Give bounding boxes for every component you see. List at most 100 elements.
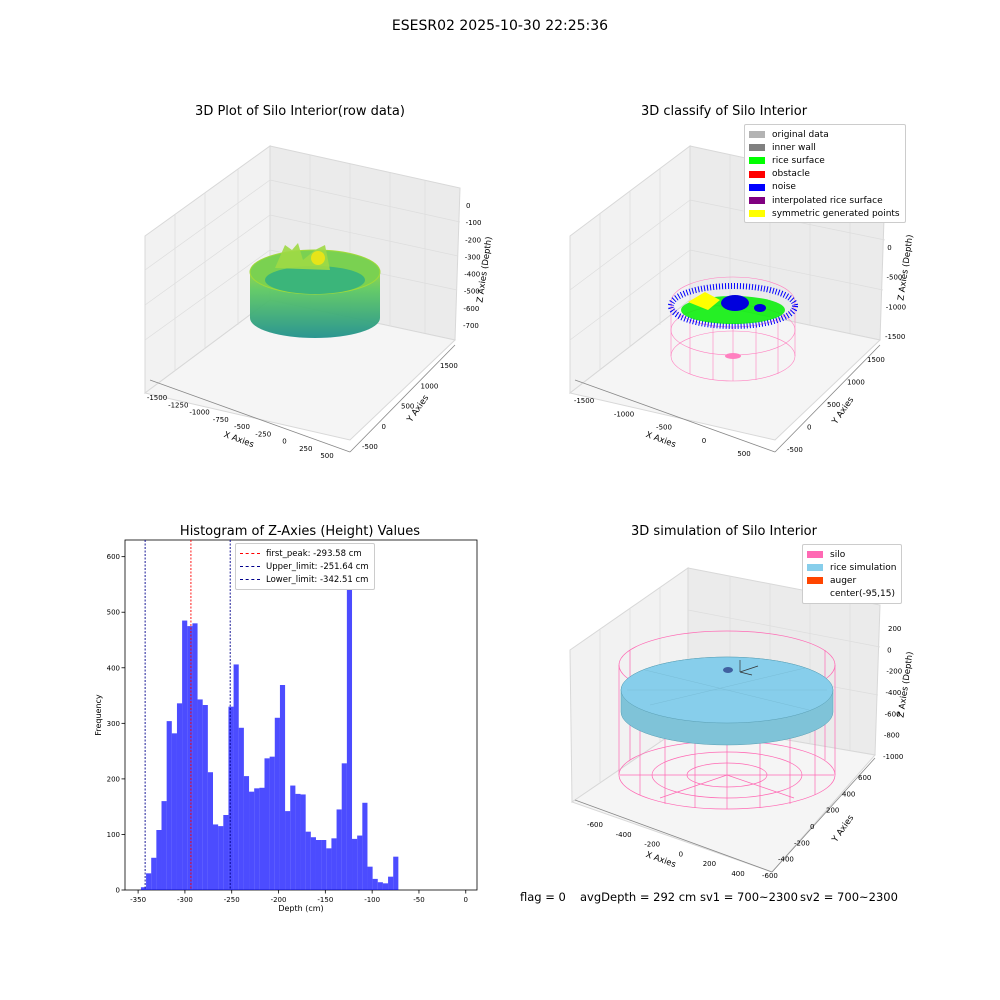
panel4-zlabel: Z Axies (Depth) <box>896 651 915 718</box>
panel4-legend-swatch <box>807 564 823 572</box>
panel1-point-cloud-highlight <box>311 251 325 265</box>
histogram-y-ticks: 0 100 200 300 400 500 600 <box>107 553 125 895</box>
histogram-bar <box>207 772 213 890</box>
panel2-legend-swatch <box>749 210 765 218</box>
histogram-x-tick-label: -250 <box>224 896 240 904</box>
panel2-z-tick: 0 <box>887 244 891 252</box>
panel4-legend-label: auger <box>830 575 857 586</box>
panel4-legend-item: auger <box>807 574 896 587</box>
histogram-y-tick-label: 600 <box>107 553 120 561</box>
histogram-bar <box>233 664 239 890</box>
histogram-x-ticks: -350 -300 -250 -200 -150 -100 -50 0 <box>130 890 468 904</box>
histogram-legend-item: Lower_limit: -342.51 cm <box>240 573 369 586</box>
panel4-z-ticks: 200 0 -200 -400 -600 -800 -1000 <box>883 625 903 761</box>
histogram-bar <box>140 887 147 890</box>
histogram-x-tick-label: -300 <box>177 896 193 904</box>
panel1-x-tick: -1000 <box>189 409 209 417</box>
histogram-legend-line <box>240 566 260 568</box>
histogram-bar <box>269 756 275 890</box>
panel2-3d-plot: -1500 -1000 -500 0 500 X Axies -500 0 500 1000 1… <box>568 145 916 458</box>
panel2-x-tick: 0 <box>702 437 706 445</box>
panel4-x-tick: 0 <box>679 850 683 858</box>
histogram-bar <box>305 831 311 890</box>
histogram-x-tick-label: -50 <box>413 896 424 904</box>
panel1-z-tick: -700 <box>463 322 479 330</box>
panel4-floor-pane <box>570 722 876 873</box>
panel1-y-ticks: -500 0 500 1000 1500 <box>362 362 458 451</box>
histogram-x-tick-label: -350 <box>130 896 146 904</box>
panel2-x-tick: -500 <box>656 424 672 432</box>
panel2-legend-item: rice surface <box>749 154 900 167</box>
histogram-legend-item: first_peak: -293.58 cm <box>240 547 369 560</box>
panel4-y-tick: 0 <box>810 823 814 831</box>
histogram-y-tick-label: 200 <box>107 775 120 783</box>
histogram-bar <box>346 556 353 890</box>
panel1-x-tick: -1500 <box>147 394 167 402</box>
panel4-x-tick: -600 <box>587 821 603 829</box>
panel2-x-ticks: -1500 -1000 -500 0 500 <box>574 397 751 458</box>
panel2-floor-pane <box>568 299 882 441</box>
panel1-floor-pane <box>143 299 457 441</box>
histogram-y-tick-label: 100 <box>107 831 120 839</box>
panel4-legend-label: silo <box>830 549 846 560</box>
histogram-bar <box>357 835 363 890</box>
panel2-legend-swatch <box>749 183 765 191</box>
panel2-legend-item: noise <box>749 181 900 194</box>
panel4-y-tick: 600 <box>858 774 871 782</box>
histogram-bar <box>290 785 296 890</box>
panel4-legend-swatch <box>807 577 823 585</box>
histogram-bar <box>213 824 219 890</box>
panel4-y-tick: -600 <box>762 872 778 880</box>
panel1-z-tick: -500 <box>464 288 480 296</box>
panel4-title: 3D simulation of Silo Interior <box>631 524 817 539</box>
histogram-legend: first_peak: -293.58 cm Upper_limit: -251.… <box>235 543 375 590</box>
panel4-legend-swatch <box>807 551 823 559</box>
histogram-bar <box>377 882 383 890</box>
histogram-bar <box>192 623 198 890</box>
panel2-y-ticks: -500 0 500 1000 1500 <box>787 356 885 454</box>
histogram-bar <box>393 856 399 890</box>
panel4-y-tick: -200 <box>794 839 810 847</box>
panel4-x-tick: -200 <box>644 841 660 849</box>
panel2-legend-label: obstacle <box>772 169 810 180</box>
panel1-z-tick: -300 <box>465 253 481 261</box>
panel4-y-tick: -400 <box>778 856 794 864</box>
flag-text: flag = 0 <box>520 890 566 904</box>
panel1-x-tick: 500 <box>320 452 333 460</box>
histogram-bar <box>176 703 183 890</box>
panel2-xlabel: X Axies <box>644 430 677 450</box>
panel2-z-tick: -1000 <box>886 303 906 311</box>
panel4-z-tick: 200 <box>888 625 901 633</box>
panel2-title: 3D classify of Silo Interior <box>640 104 808 119</box>
panel2-legend-label: symmetric generated points <box>772 208 900 219</box>
histogram-bar <box>274 717 280 890</box>
panel2-z-tick: -1500 <box>885 333 905 341</box>
histogram-y-tick-label: 500 <box>107 609 120 617</box>
panel1-x-tick: -500 <box>234 423 250 431</box>
histogram-x-tick-label: -200 <box>271 896 287 904</box>
histogram-bar <box>300 794 306 890</box>
panel2-legend-item: original data <box>749 128 900 141</box>
histogram-bar <box>156 830 162 890</box>
histogram-legend-line <box>240 553 260 555</box>
histogram-bar <box>202 705 208 890</box>
sv2-text: sv2 = 700~2300 <box>800 890 898 904</box>
panel2-y-tick: 0 <box>807 424 811 432</box>
panel1-y-tick: 500 <box>401 403 414 411</box>
panel4-x-tick: -400 <box>616 831 632 839</box>
panel2-silo-bottom-center <box>725 353 741 359</box>
panel1-x-ticks: -1500-1250-1000 -750 -500 -250 0 250 500 <box>147 394 334 460</box>
panel2-legend-swatch <box>749 131 765 139</box>
histogram-legend-label: first_peak: -293.58 cm <box>266 548 362 559</box>
histogram-bar <box>254 788 260 890</box>
panel4-legend-item: center(-95,15) <box>807 588 896 601</box>
histogram-bar <box>352 838 358 890</box>
panel2-legend-label: noise <box>772 182 796 193</box>
histogram-bar <box>295 793 301 890</box>
histogram-bar <box>151 857 157 890</box>
panel1-z-tick: 0 <box>466 202 470 210</box>
panel2-legend-item: symmetric generated points <box>749 207 900 220</box>
histogram-bar <box>238 727 244 890</box>
histogram-x-tick-label: -100 <box>364 896 380 904</box>
panel1-z-tick: -100 <box>466 219 482 227</box>
